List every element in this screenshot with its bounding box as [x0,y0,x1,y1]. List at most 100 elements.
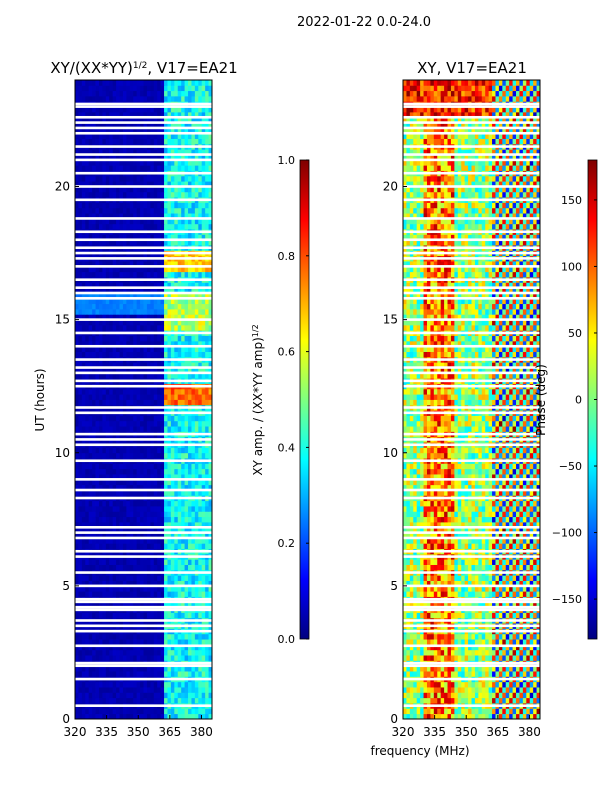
left-heatmap-cell [143,394,148,400]
left-heatmap-cell [157,521,162,528]
left-heatmap-cell [177,665,182,672]
left-heatmap-cell [157,516,162,523]
left-heatmap-cell [129,106,134,113]
left-heatmap-cell [157,506,162,512]
left-heatmap-cell [98,271,103,278]
left-heatmap-cell [181,319,185,326]
left-heatmap-cell [157,713,162,720]
left-heatmap-cell [140,506,144,512]
left-heatmap-cell [98,95,103,102]
left-heatmap-cell [112,223,117,230]
left-heatmap-cell [143,218,148,225]
left-heatmap-cell [102,468,107,475]
left-heatmap-cell [92,351,96,358]
left-heatmap-cell [133,713,138,720]
left-heatmap-cell [116,426,120,432]
left-heatmap-cell [136,649,141,656]
left-heatmap-cell [188,175,192,182]
left-heatmap-cell [85,181,90,187]
left-heatmap-cell [191,713,196,720]
left-heatmap-cell [205,474,209,480]
left-heatmap-cell [105,585,110,592]
left-heatmap-cell [164,388,168,395]
left-heatmap-cell [208,575,213,581]
left-heatmap-cell [205,490,209,496]
left-heatmap-cell [181,543,185,549]
left-heatmap-cell [98,346,103,352]
left-heatmap-cell [194,665,199,672]
left-heatmap-cell [119,474,124,480]
left-heatmap-cell [75,468,79,475]
left-heatmap-cell [153,159,158,166]
left-heatmap-cell [95,319,100,326]
left-heatmap-cell [95,181,100,187]
left-heatmap-cell [198,138,203,145]
left-heatmap-cell [98,282,103,289]
left-heatmap-cell [150,335,155,342]
left-heatmap-cell [174,692,179,699]
left-heatmap-cell [160,655,165,661]
left-heatmap-cell [201,490,206,496]
left-heatmap-cell [191,340,196,347]
left-heatmap-cell [164,500,168,507]
left-heatmap-cell [136,234,141,241]
left-heatmap-cell [116,106,120,113]
left-heatmap-cell [116,649,120,656]
left-heatmap-cell [181,117,185,123]
left-heatmap-cell [81,181,86,187]
left-heatmap-cell [88,463,93,470]
left-heatmap-cell [188,415,192,422]
left-heatmap-cell [98,266,103,273]
left-heatmap-cell [205,340,209,347]
left-heatmap-cell [116,303,120,310]
left-heatmap-cell [160,399,165,406]
left-heatmap-cell [75,681,79,688]
left-heatmap-cell [174,367,179,374]
left-heatmap-cell [184,202,189,209]
left-heatmap-cell [81,490,86,496]
left-heatmap-cell [201,191,206,198]
left-heatmap-cell [112,261,117,267]
left-heatmap-cell [191,186,196,193]
left-heatmap-cell [143,362,148,368]
left-heatmap-cell [167,388,172,395]
left-heatmap-cell [181,484,185,491]
left-heatmap-cell [85,346,90,352]
left-heatmap-cell [174,665,179,672]
left-heatmap-cell [208,367,213,374]
left-heatmap-cell [119,612,124,619]
left-heatmap-cell [146,218,151,225]
left-heatmap-cell [116,665,120,672]
left-heatmap-cell [126,708,131,715]
left-heatmap-cell [102,591,107,597]
left-heatmap-cell [129,138,134,145]
left-heatmap-cell [116,575,120,581]
left-heatmap-cell [126,319,131,326]
left-heatmap-cell [133,138,138,145]
left-heatmap-cell [188,388,192,395]
left-heatmap-cell [119,516,124,523]
left-heatmap-cell [133,612,138,619]
left-heatmap-cell [205,511,209,518]
left-heatmap-cell [140,149,144,155]
left-heatmap-cell [119,186,124,193]
left-heatmap-cell [105,138,110,145]
left-heatmap-cell [129,159,134,166]
left-heatmap-cell [198,474,203,480]
left-heatmap-cell [126,490,131,496]
left-heatmap-cell [177,559,182,565]
left-heatmap-cell [143,447,148,454]
left-heatmap-cell [198,708,203,715]
left-heatmap-cell [205,239,209,246]
left-heatmap-cell [208,564,213,571]
left-heatmap-cell [92,287,96,294]
left-heatmap-cell [136,367,141,374]
left-heatmap-cell [136,687,141,693]
left-heatmap-cell [85,239,90,246]
left-heatmap-cell [102,175,107,182]
left-heatmap-cell [208,181,213,187]
left-heatmap-cell [81,149,86,155]
left-heatmap-cell [150,649,155,656]
left-heatmap-cell [170,713,175,720]
left-heatmap-cell [150,298,155,305]
